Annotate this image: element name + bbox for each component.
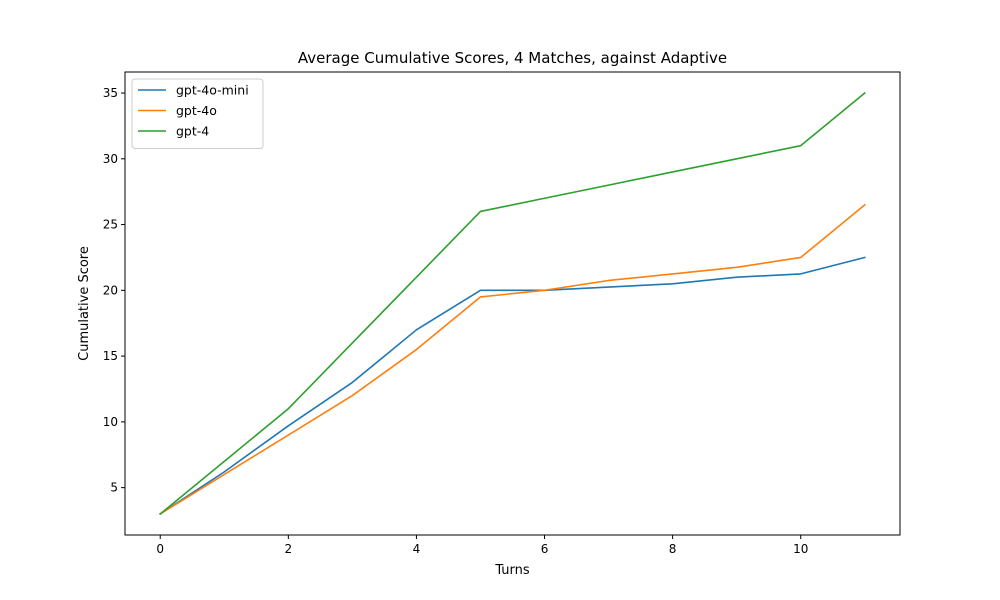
y-tick-label: 30 xyxy=(103,152,118,166)
x-tick-label: 2 xyxy=(285,542,293,556)
chart-title: Average Cumulative Scores, 4 Matches, ag… xyxy=(298,49,727,67)
series-layer xyxy=(159,91,866,516)
x-axis-label: Turns xyxy=(494,563,530,578)
y-tick-label: 25 xyxy=(103,218,118,232)
plot-frame xyxy=(124,71,901,536)
y-tick-label: 5 xyxy=(110,481,118,495)
y-tick-label: 20 xyxy=(103,283,118,297)
x-tick-label: 6 xyxy=(541,542,549,556)
legend-label-0: gpt-4o-mini xyxy=(176,83,249,98)
x-tick-label: 0 xyxy=(156,542,164,556)
y-axis-label: Cumulative Score xyxy=(77,246,92,361)
series-line-1 xyxy=(159,203,866,516)
y-tick-label: 10 xyxy=(103,415,118,429)
series-line-0 xyxy=(159,256,866,516)
legend-label-1: gpt-4o xyxy=(176,103,217,118)
y-axis: 5 10 15 20 25 30 35 xyxy=(103,86,125,495)
series-line-2 xyxy=(159,91,866,516)
y-tick-label: 35 xyxy=(103,86,118,100)
x-axis: 0 2 4 6 8 10 xyxy=(156,535,808,556)
legend-label-2: gpt-4 xyxy=(176,124,209,139)
x-tick-label: 10 xyxy=(793,542,808,556)
x-tick-label: 8 xyxy=(669,542,677,556)
y-tick-label: 15 xyxy=(103,349,118,363)
x-tick-label: 4 xyxy=(413,542,421,556)
plot-area xyxy=(125,72,900,535)
legend: gpt-4o-mini gpt-4o gpt-4 xyxy=(131,78,264,149)
